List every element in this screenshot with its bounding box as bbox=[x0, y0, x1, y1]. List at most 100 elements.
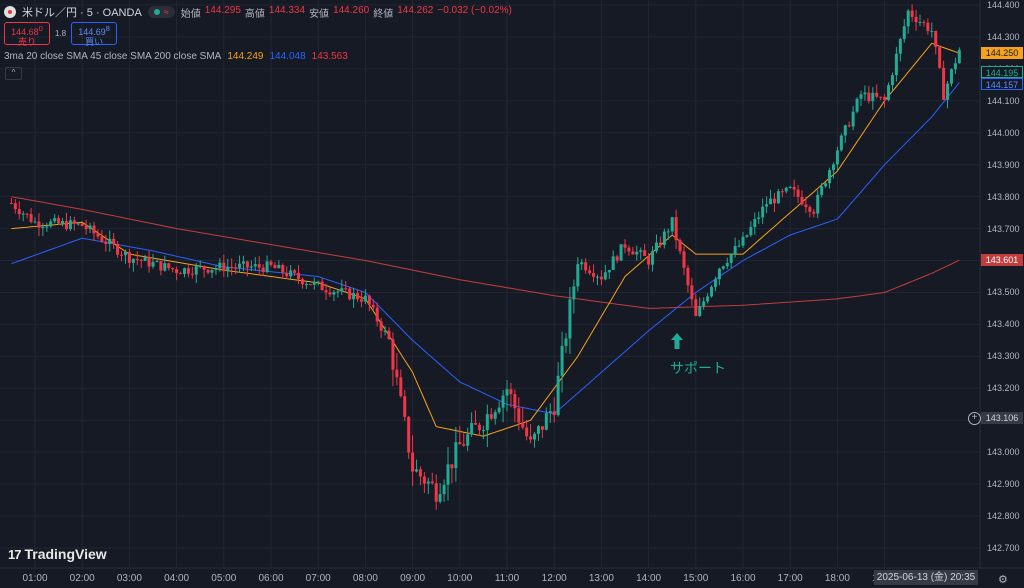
candle-body bbox=[29, 214, 33, 222]
candle-body bbox=[639, 250, 643, 252]
close-value: 144.262 bbox=[397, 4, 434, 16]
ohlc-values: 始値 144.295 高値 144.334 安値 144.260 終値 144.262 … bbox=[181, 5, 512, 20]
candle-body bbox=[938, 47, 942, 68]
sell-button[interactable]: 144.680 売り bbox=[4, 22, 50, 47]
candle-body bbox=[151, 261, 155, 267]
candle-body bbox=[37, 221, 41, 228]
candle-body bbox=[824, 183, 828, 187]
candle-body bbox=[784, 187, 788, 192]
candle-body bbox=[21, 213, 25, 215]
candle-body bbox=[80, 223, 84, 226]
candle-body bbox=[654, 242, 658, 252]
candle-body bbox=[686, 267, 690, 286]
candle-body bbox=[863, 92, 867, 95]
price-tick-label: 143.400 bbox=[987, 319, 1020, 330]
candle-body bbox=[489, 414, 493, 419]
candle-body bbox=[462, 444, 466, 446]
candle-body bbox=[572, 286, 576, 300]
candle-body bbox=[17, 209, 21, 215]
candle-body bbox=[340, 288, 344, 292]
candle-body bbox=[682, 251, 686, 268]
candle-body bbox=[206, 269, 210, 273]
sma200-value: 143.563 bbox=[311, 51, 348, 62]
indicator-legend[interactable]: 3ma 20 close SMA 45 close SMA 200 close … bbox=[4, 51, 348, 62]
candle-body bbox=[171, 268, 175, 270]
price-tick-label: 143.800 bbox=[987, 191, 1020, 202]
price-tick-label: 142.700 bbox=[987, 543, 1020, 553]
candle-body bbox=[104, 241, 108, 244]
candle-body bbox=[316, 281, 320, 283]
candle-body bbox=[580, 262, 584, 265]
support-annotation[interactable]: サポート bbox=[670, 360, 726, 376]
candle-body bbox=[753, 218, 757, 228]
buy-button[interactable]: 144.698 買い bbox=[71, 22, 118, 47]
candle-body bbox=[666, 231, 670, 233]
candle-body bbox=[430, 481, 434, 484]
candle-body bbox=[910, 10, 914, 17]
candle-body bbox=[875, 92, 879, 97]
candle-body bbox=[415, 469, 419, 472]
candle-body bbox=[717, 268, 721, 280]
candle-body bbox=[241, 261, 245, 264]
time-tick-label: 09:00 bbox=[400, 573, 426, 584]
candle-body bbox=[497, 407, 501, 413]
candle-body bbox=[9, 203, 13, 205]
candle-body bbox=[533, 433, 537, 440]
candle-body bbox=[127, 252, 131, 263]
close-label: 終値 bbox=[373, 8, 394, 20]
candle-body bbox=[710, 286, 714, 297]
candle-body bbox=[690, 285, 694, 300]
candle-body bbox=[745, 235, 749, 237]
candle-body bbox=[312, 281, 316, 285]
candle-body bbox=[411, 452, 415, 472]
candle-body bbox=[623, 244, 627, 248]
price-tick-label: 144.400 bbox=[987, 0, 1020, 10]
spread-value: 1.8 bbox=[55, 29, 67, 38]
collapse-legend-button[interactable]: ^ bbox=[5, 67, 22, 80]
time-tick-label: 03:00 bbox=[116, 573, 142, 584]
candle-body bbox=[226, 266, 230, 272]
change-value: −0.032 (−0.02%) bbox=[437, 4, 512, 16]
candle-body bbox=[214, 268, 218, 270]
market-status-pill[interactable]: ≈ bbox=[147, 6, 175, 18]
candle-body bbox=[525, 427, 529, 437]
sma200-line[interactable] bbox=[11, 196, 960, 309]
candle-body bbox=[536, 426, 540, 434]
sma45-value: 144.048 bbox=[269, 51, 306, 62]
price-tick-label: 143.700 bbox=[987, 223, 1020, 234]
open-label: 始値 bbox=[180, 8, 201, 20]
candle-body bbox=[540, 426, 544, 430]
buy-price-sup: 8 bbox=[105, 24, 110, 33]
settings-gear-icon[interactable]: ⚙ bbox=[998, 574, 1008, 586]
high-label: 高値 bbox=[244, 8, 265, 20]
candle-body bbox=[922, 22, 926, 24]
candle-body bbox=[493, 412, 497, 419]
high-value: 144.334 bbox=[268, 4, 306, 16]
candle-body bbox=[84, 225, 88, 230]
logo-text: TradingView bbox=[24, 546, 107, 562]
candle-body bbox=[576, 264, 580, 287]
candle-body bbox=[761, 206, 765, 218]
candle-body bbox=[332, 292, 336, 295]
candle-body bbox=[615, 256, 619, 261]
add-alert-plus-icon[interactable]: + bbox=[968, 412, 981, 425]
candle-body bbox=[678, 240, 682, 252]
candle-body bbox=[847, 125, 851, 127]
candle-body bbox=[816, 194, 820, 214]
candle-body bbox=[49, 221, 53, 227]
price-tick-label: 144.100 bbox=[987, 95, 1020, 106]
candle-body bbox=[509, 389, 513, 395]
candle-body bbox=[68, 220, 72, 230]
candle-body bbox=[820, 186, 824, 195]
tradingview-logo[interactable]: 17 TradingView bbox=[8, 546, 107, 562]
sma45-line[interactable] bbox=[11, 82, 960, 415]
symbol-title[interactable]: 米ドル／円 · 5 · OANDA bbox=[22, 7, 142, 19]
candle-body bbox=[859, 94, 863, 99]
sma20-line[interactable] bbox=[11, 42, 960, 437]
candle-body bbox=[741, 236, 745, 246]
price-tag-last: 144.195 bbox=[981, 66, 1023, 78]
time-tick-label: 06:00 bbox=[258, 573, 284, 584]
candle-body bbox=[143, 257, 147, 261]
candle-body bbox=[222, 262, 226, 272]
